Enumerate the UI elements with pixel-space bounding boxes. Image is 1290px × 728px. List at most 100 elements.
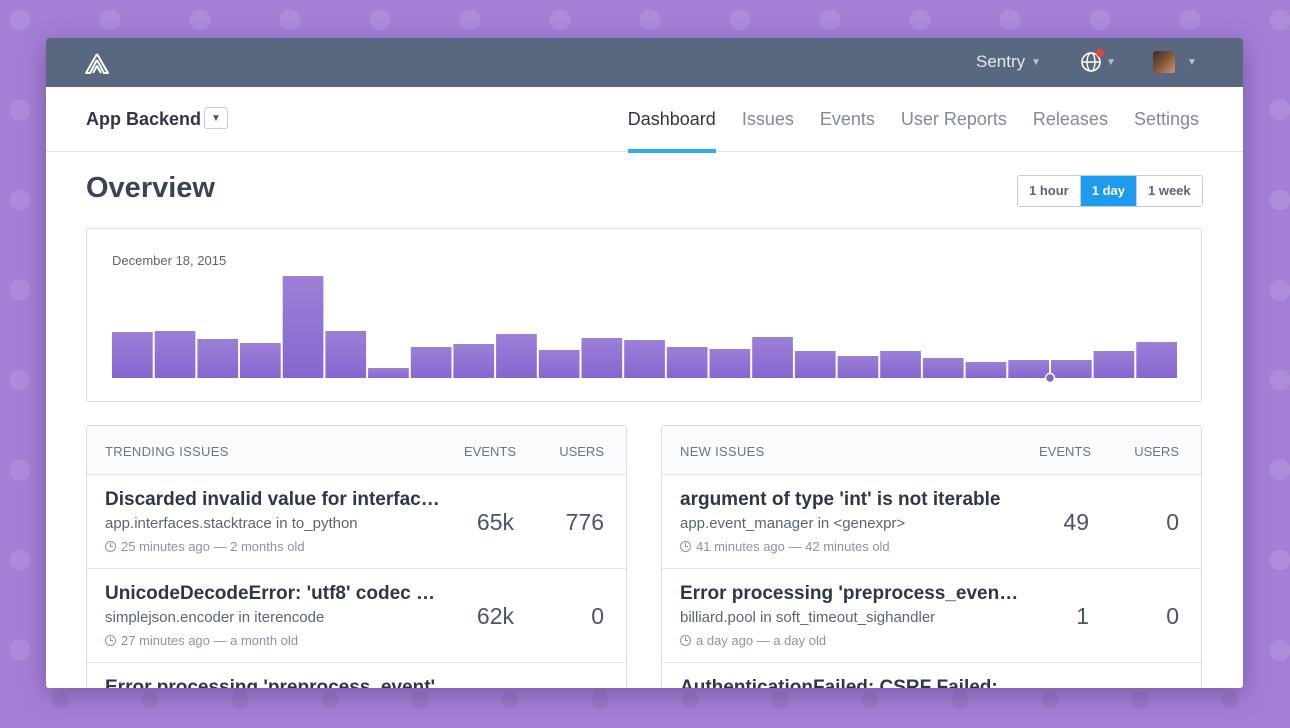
chart-date-label: December 18, 2015 bbox=[112, 253, 227, 268]
tab-bar: Dashboard Issues Events User Reports Rel… bbox=[602, 87, 1199, 153]
issue-event-count: 1 bbox=[1076, 603, 1089, 629]
issue-user-count: 776 bbox=[565, 509, 604, 535]
chart-bar[interactable] bbox=[240, 343, 281, 378]
chart-bar[interactable] bbox=[1051, 360, 1092, 378]
panel-title: Trending Issues bbox=[105, 444, 229, 459]
chart-bar[interactable] bbox=[453, 344, 495, 378]
chart-bar[interactable] bbox=[1136, 342, 1177, 378]
issue-age: 41 minutes ago — 42 minutes old bbox=[696, 539, 890, 554]
issue-age: 27 minutes ago — a month old bbox=[121, 633, 299, 648]
app-window: Sentry ▼ ▼ ▼ App Backend ▼ Dashboard Iss… bbox=[46, 38, 1243, 688]
issue-event-count: 62k bbox=[476, 603, 514, 629]
user-menu[interactable]: ▼ bbox=[1153, 51, 1197, 73]
issue-row[interactable]: AuthenticationFailed: CSRF Failed: bbox=[662, 663, 1201, 688]
clock-icon bbox=[105, 635, 116, 646]
chart-bar[interactable] bbox=[666, 347, 708, 378]
chart-bar[interactable] bbox=[325, 331, 367, 378]
events-column-header: Events bbox=[463, 444, 516, 459]
issue-meta: a day ago — a day old bbox=[680, 633, 826, 648]
users-column-header: Users bbox=[1134, 444, 1179, 459]
avatar bbox=[1153, 51, 1175, 73]
issue-meta: 25 minutes ago — 2 months old bbox=[105, 539, 305, 554]
range-1-week-button[interactable]: 1 week bbox=[1136, 176, 1202, 206]
chart-bar[interactable] bbox=[496, 334, 537, 378]
issue-culprit: billiard.pool in soft_timeout_sighandler bbox=[680, 609, 936, 626]
sentry-logo-icon[interactable] bbox=[84, 52, 110, 76]
org-switcher[interactable]: Sentry ▼ bbox=[976, 52, 1041, 72]
chart-bar[interactable] bbox=[1008, 360, 1049, 378]
tab-settings[interactable]: Settings bbox=[1133, 109, 1199, 129]
issue-user-count: 0 bbox=[591, 603, 604, 629]
project-name: App Backend bbox=[86, 109, 202, 129]
chart-bar[interactable] bbox=[794, 351, 836, 378]
issue-meta: 27 minutes ago — a month old bbox=[105, 633, 298, 648]
chart-bar[interactable] bbox=[880, 351, 921, 378]
chevron-down-icon: ▼ bbox=[1187, 56, 1197, 68]
chart-bar[interactable] bbox=[154, 331, 196, 378]
issue-title[interactable]: argument of type 'int' is not iterable bbox=[680, 489, 1001, 510]
org-name: Sentry bbox=[976, 52, 1026, 71]
issue-row[interactable]: UnicodeDecodeError: 'utf8' codec ca… sim… bbox=[87, 569, 626, 663]
chevron-down-icon: ▼ bbox=[1106, 56, 1116, 68]
chart-bar[interactable] bbox=[922, 358, 964, 378]
events-column-header: Events bbox=[1038, 444, 1091, 459]
range-1-hour-button[interactable]: 1 hour bbox=[1018, 176, 1081, 206]
issue-event-count: 49 bbox=[1063, 509, 1089, 535]
new-issues-panel: New Issues Events Users argument of type… bbox=[661, 425, 1202, 688]
issue-title[interactable]: Error processing 'preprocess_event' bbox=[105, 677, 436, 688]
issue-meta: 41 minutes ago — 42 minutes old bbox=[680, 539, 890, 554]
clock-icon bbox=[680, 541, 691, 552]
chart-bar[interactable] bbox=[112, 332, 153, 378]
issue-user-count: 0 bbox=[1166, 509, 1179, 535]
chart-bar[interactable] bbox=[197, 339, 239, 378]
chart-bar[interactable] bbox=[709, 349, 751, 378]
chevron-down-icon: ▼ bbox=[1031, 56, 1042, 68]
issue-culprit: app.interfaces.stacktrace in to_python bbox=[105, 515, 358, 532]
chart-bar[interactable] bbox=[837, 356, 879, 378]
issue-user-count: 0 bbox=[1166, 603, 1179, 629]
panel-header: Trending Issues Events Users bbox=[87, 426, 626, 475]
panel-header: New Issues Events Users bbox=[662, 426, 1201, 475]
issue-row[interactable]: Error processing 'preprocess_event' … bi… bbox=[662, 569, 1201, 663]
chart-bar[interactable] bbox=[965, 362, 1007, 378]
chevron-down-icon: ▼ bbox=[211, 112, 221, 124]
page-title: Overview bbox=[86, 172, 215, 204]
chart-bar[interactable] bbox=[410, 347, 452, 378]
issue-title[interactable]: Discarded invalid value for interface… bbox=[105, 489, 445, 510]
event-bar-chart bbox=[112, 276, 1177, 384]
notification-dot bbox=[1096, 49, 1104, 57]
issue-culprit: app.event_manager in <genexpr> bbox=[680, 515, 906, 532]
tab-user-reports[interactable]: User Reports bbox=[900, 109, 1007, 129]
range-1-day-button[interactable]: 1 day bbox=[1080, 176, 1137, 206]
issue-title[interactable]: UnicodeDecodeError: 'utf8' codec ca… bbox=[105, 583, 445, 604]
issue-event-count: 65k bbox=[476, 509, 514, 535]
trending-issues-panel: Trending Issues Events Users Discarded i… bbox=[86, 425, 627, 688]
chart-bar[interactable] bbox=[282, 276, 324, 378]
clock-icon bbox=[105, 541, 116, 552]
tab-events[interactable]: Events bbox=[819, 109, 875, 129]
issue-age: a day ago — a day old bbox=[696, 633, 827, 648]
issue-row[interactable]: Error processing 'preprocess_event' bbox=[87, 663, 626, 688]
tab-issues[interactable]: Issues bbox=[741, 109, 794, 129]
chart-bar[interactable] bbox=[538, 350, 580, 378]
issue-row[interactable]: Discarded invalid value for interface… a… bbox=[87, 475, 626, 569]
tab-releases[interactable]: Releases bbox=[1032, 109, 1108, 129]
broadcast-menu[interactable]: ▼ bbox=[1080, 49, 1116, 73]
issue-title[interactable]: Error processing 'preprocess_event' … bbox=[680, 583, 1020, 604]
tab-dashboard[interactable]: Dashboard bbox=[627, 87, 716, 153]
event-chart-panel: December 18, 2015 bbox=[86, 228, 1202, 402]
panel-title: New Issues bbox=[680, 444, 765, 459]
chart-bar[interactable] bbox=[752, 337, 793, 378]
chart-bar[interactable] bbox=[581, 338, 623, 378]
project-dropdown-button[interactable]: ▼ bbox=[204, 107, 228, 129]
globe-icon bbox=[1081, 52, 1101, 72]
project-nav: App Backend ▼ Dashboard Issues Events Us… bbox=[46, 87, 1243, 153]
chart-bar[interactable] bbox=[1093, 351, 1135, 378]
issue-row[interactable]: argument of type 'int' is not iterable a… bbox=[662, 475, 1201, 569]
issue-age: 25 minutes ago — 2 months old bbox=[121, 539, 305, 554]
release-marker[interactable] bbox=[1044, 372, 1056, 384]
issue-title[interactable]: AuthenticationFailed: CSRF Failed: bbox=[680, 677, 998, 688]
chart-bar[interactable] bbox=[368, 368, 409, 378]
users-column-header: Users bbox=[559, 444, 604, 459]
chart-bar[interactable] bbox=[624, 340, 665, 378]
